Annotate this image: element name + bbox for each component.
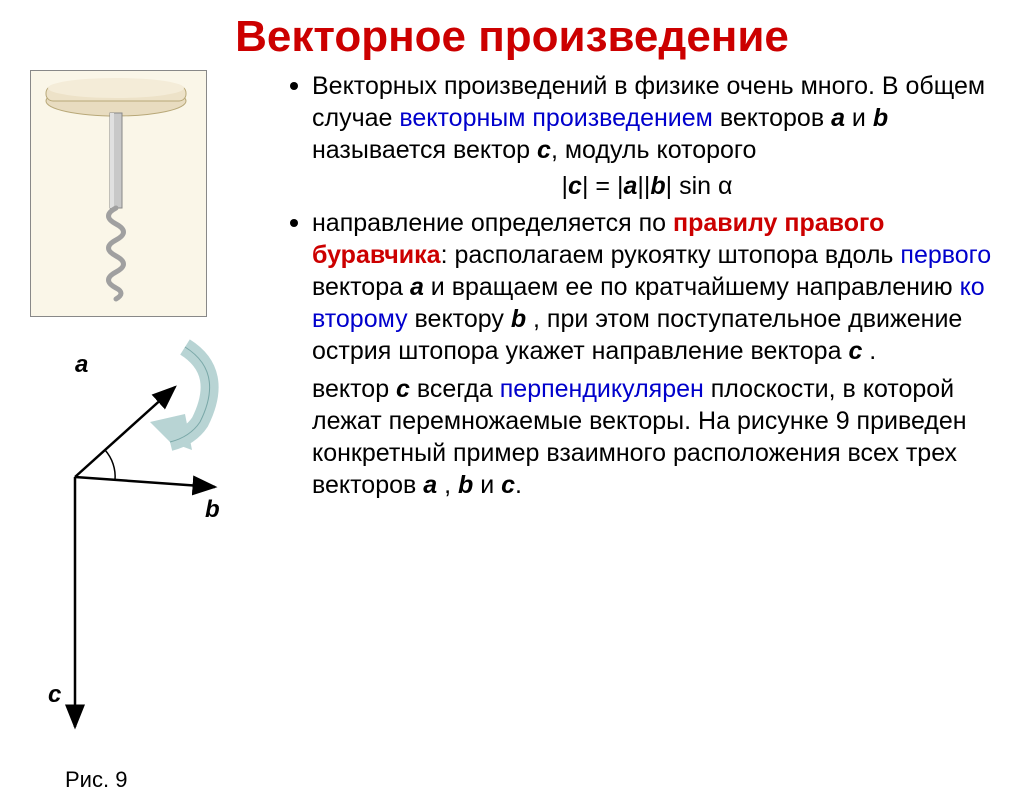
- bullet-2: направление определяется по правилу прав…: [290, 207, 1004, 367]
- vector-c: c: [537, 136, 551, 164]
- svg-text:b: b: [205, 496, 220, 523]
- corkscrew-svg: [31, 71, 206, 316]
- text: и: [473, 471, 501, 499]
- text: направление определяется по: [312, 209, 673, 237]
- vector-c: c: [848, 337, 862, 365]
- text: , модуль которого: [551, 136, 756, 164]
- left-column: a b c Рис. 9: [20, 70, 280, 732]
- vector-a: a: [831, 104, 845, 132]
- bullet-dot-icon: [290, 82, 298, 90]
- formula: |c| = |a||b| sin α: [290, 172, 1004, 201]
- content-area: a b c Рис. 9 Векторных произведений в фи…: [0, 70, 1024, 732]
- bullet-1-text: Векторных произведений в физике очень мн…: [312, 70, 1004, 166]
- svg-text:c: c: [48, 681, 61, 708]
- text: вектору: [408, 305, 511, 333]
- page-title: Векторное произведение: [0, 0, 1024, 70]
- svg-text:a: a: [75, 351, 88, 378]
- bullet-2-text: направление определяется по правилу прав…: [312, 207, 1004, 367]
- vector-c: c: [396, 375, 410, 403]
- vector-a: a: [410, 273, 424, 301]
- text: векторов: [713, 104, 831, 132]
- text: .: [515, 471, 522, 499]
- formula-a: a: [623, 172, 637, 200]
- corkscrew-image: [30, 70, 207, 317]
- text: ,: [437, 471, 458, 499]
- bullet-3-text: вектор c всегда перпендикулярен плоскост…: [312, 373, 1004, 501]
- formula-b: b: [650, 172, 665, 200]
- text: называется вектор: [312, 136, 537, 164]
- vector-b: b: [873, 104, 888, 132]
- text: всегда: [410, 375, 500, 403]
- text-blue: первого: [900, 241, 991, 269]
- vector-a: a: [423, 471, 437, 499]
- text: =: [588, 172, 617, 200]
- text-blue: перпендикулярен: [500, 375, 704, 403]
- text: вектор: [312, 375, 396, 403]
- vector-svg: a b c: [20, 332, 260, 762]
- figure-caption: Рис. 9: [65, 767, 260, 793]
- vector-b: b: [511, 305, 526, 333]
- bullet-1: Векторных произведений в физике очень мн…: [290, 70, 1004, 166]
- bullet-3: вектор c всегда перпендикулярен плоскост…: [312, 373, 1004, 501]
- text: .: [862, 337, 876, 365]
- text: и: [845, 104, 873, 132]
- vector-c: c: [501, 471, 515, 499]
- formula-sin: sin α: [672, 172, 732, 200]
- text-blue: векторным произведением: [399, 104, 713, 132]
- text: и вращаем ее по кратчайшему направлению: [424, 273, 960, 301]
- formula-c: c: [568, 172, 582, 200]
- text: вектора: [312, 273, 410, 301]
- bullet-dot-icon: [290, 219, 298, 227]
- vector-diagram: a b c Рис. 9: [20, 332, 260, 732]
- text: : располагаем рукоятку штопора вдоль: [441, 241, 901, 269]
- vector-b: b: [458, 471, 473, 499]
- right-column: Векторных произведений в физике очень мн…: [280, 70, 1004, 732]
